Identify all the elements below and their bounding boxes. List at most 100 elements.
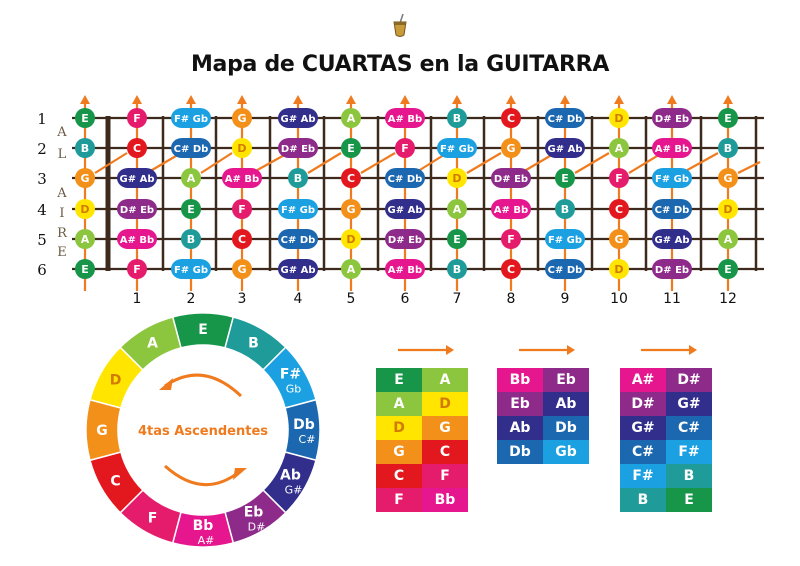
note-dot — [663, 138, 681, 158]
note-label: G — [80, 172, 89, 185]
note-label: G — [506, 142, 515, 155]
note-label: A# Bb — [225, 174, 259, 185]
table-cell: E — [376, 368, 422, 392]
note-dot — [663, 259, 681, 279]
circle-arrow — [164, 373, 243, 398]
fret-note: D — [718, 199, 738, 219]
note-label: D# Eb — [655, 114, 689, 125]
circle-arrow — [164, 464, 240, 486]
note-label: D# Eb — [120, 205, 154, 216]
fret-note: A — [341, 259, 361, 279]
table-cell: A# — [620, 368, 666, 392]
fret-note: B — [447, 108, 467, 128]
fret-note: F — [232, 199, 252, 219]
table-row: D# G# — [620, 392, 712, 416]
table-cell: Gb — [543, 440, 589, 464]
note-label: G# Ab — [120, 174, 155, 185]
note-dot — [232, 108, 252, 128]
column-arrow-head — [452, 95, 462, 104]
fret-note: G — [232, 108, 252, 128]
note-dot — [663, 108, 681, 128]
fret-note: A — [341, 108, 361, 128]
note-label: G — [237, 112, 246, 125]
note-dot — [233, 168, 251, 188]
circle-note: G — [96, 423, 108, 439]
fret-note: G# Ab — [652, 229, 692, 249]
note-dot — [127, 259, 147, 279]
circle-segment — [119, 316, 182, 371]
table-cell: B — [620, 488, 666, 512]
fret-number: 4 — [294, 291, 303, 307]
note-dot — [447, 108, 467, 128]
note-label: E — [81, 112, 89, 125]
note-dot — [128, 229, 146, 249]
circle-note: E — [198, 322, 208, 338]
note-dot — [341, 229, 361, 249]
table-row: Db Gb — [497, 440, 589, 464]
table-cell: G — [376, 440, 422, 464]
fret-note: G# Ab — [117, 168, 157, 188]
note-label: D — [614, 263, 623, 276]
table-arrow-head — [567, 345, 575, 355]
note-dot — [663, 229, 681, 249]
fret-note: C — [501, 108, 521, 128]
table-cell: C — [422, 440, 468, 464]
fret-note: B — [718, 138, 738, 158]
note-label: G# Ab — [281, 114, 316, 125]
note-label: F — [238, 203, 246, 216]
fret-note: B — [181, 229, 201, 249]
column-arrow-head — [614, 95, 624, 104]
fourths-table: Bb Eb Eb Ab Ab Db Db Gb — [497, 368, 589, 464]
note-dot — [396, 199, 414, 219]
table-cell: Bb — [422, 488, 468, 512]
table-cell: D# — [666, 368, 712, 392]
note-dot — [663, 199, 681, 219]
fret-note: G — [232, 259, 252, 279]
note-dot — [501, 259, 521, 279]
note-dot — [395, 138, 415, 158]
string-number: 3 — [37, 170, 47, 188]
note-dot — [609, 229, 629, 249]
note-dot — [555, 168, 575, 188]
table-cell: G# — [666, 392, 712, 416]
fourth-connector — [251, 152, 289, 174]
note-dot — [663, 168, 681, 188]
fret-note: G — [718, 168, 738, 188]
fourth-connector — [414, 152, 448, 174]
note-label: B — [453, 263, 461, 276]
fret-note: C — [341, 168, 361, 188]
note-dot — [396, 168, 414, 188]
fret-note: F# Gb — [652, 168, 692, 188]
fourth-connector — [200, 152, 233, 174]
note-label: E — [724, 263, 732, 276]
note-label: C — [133, 142, 141, 155]
note-dot — [556, 229, 574, 249]
note-label: E — [453, 233, 461, 246]
table-cell: A — [422, 368, 468, 392]
note-dot — [396, 259, 414, 279]
note-label: G# Ab — [388, 205, 423, 216]
note-dot — [127, 138, 147, 158]
fret-number: 9 — [561, 291, 570, 307]
table-arrow-head — [446, 345, 454, 355]
open-string-label-letter: R — [57, 226, 68, 241]
fret-note: A# Bb — [222, 168, 262, 188]
note-dot — [182, 108, 200, 128]
column-arrow-head — [400, 95, 410, 104]
fret-note: B — [288, 168, 308, 188]
fret-note: E — [718, 108, 738, 128]
table-cell: Ab — [497, 416, 543, 440]
fret-note: A — [447, 199, 467, 219]
fret-note: E — [447, 229, 467, 249]
note-dot — [447, 229, 467, 249]
note-dot — [232, 199, 252, 219]
table-cell: C# — [620, 440, 666, 464]
note-dot — [75, 168, 95, 188]
note-label: D# Eb — [494, 174, 528, 185]
column-arrow-head — [80, 95, 90, 104]
fret-note: D# Eb — [278, 138, 318, 158]
fret-note: A# Bb — [117, 229, 157, 249]
fret-note: C# Db — [545, 108, 585, 128]
